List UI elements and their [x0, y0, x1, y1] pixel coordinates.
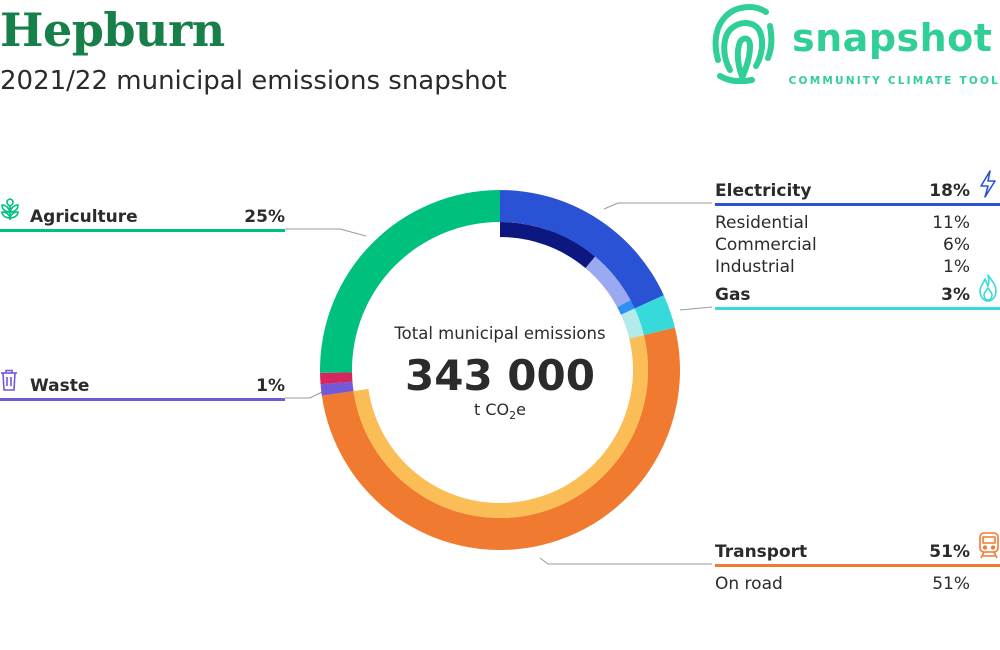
category-name: Transport — [715, 542, 808, 562]
outer-slice-agriculture — [319, 190, 500, 373]
unit-subscript: 2 — [509, 409, 517, 423]
category-percent: 1% — [256, 376, 285, 396]
waste-rule — [0, 398, 285, 401]
outer-slice-waste — [320, 381, 354, 396]
leader-line-gas — [679, 306, 713, 311]
subcategory-name: Commercial — [715, 235, 817, 255]
total-label: Total municipal emissions — [394, 324, 606, 343]
total-value: 343 000 — [405, 351, 595, 400]
logo-tagline: COMMUNITY CLIMATE TOOL — [788, 75, 1000, 87]
inner-slice-residential — [500, 222, 596, 269]
outer-slice-segment-4 — [320, 372, 353, 385]
subcategory-percent: 11% — [932, 213, 970, 233]
outer-slice-transport — [321, 327, 681, 551]
outer-ring — [319, 190, 681, 551]
subcategory-percent: 6% — [943, 235, 970, 255]
outer-slice-electricity — [500, 190, 664, 309]
subcategory-percent: 1% — [943, 257, 970, 277]
category-name: Agriculture — [30, 207, 138, 227]
outer-slice-gas — [634, 295, 675, 336]
electricity-rule — [715, 203, 1000, 206]
inner-slice-industrial — [617, 300, 635, 315]
agriculture-rule — [0, 229, 285, 232]
page-subtitle: 2021/22 municipal emissions snapshot — [0, 66, 507, 96]
total-unit: t CO2e — [380, 400, 620, 422]
snapshot-logo: snapshot COMMUNITY CLIMATE TOOL — [712, 0, 1000, 92]
unit-suffix: e — [516, 400, 526, 419]
category-name: Electricity — [715, 181, 812, 201]
page-title: Hepburn — [0, 3, 225, 57]
lightning-icon — [980, 170, 996, 198]
leader-line-waste — [285, 391, 323, 399]
unit-prefix: t CO — [474, 400, 510, 419]
subcategory-name: Residential — [715, 213, 809, 233]
subcategory-name: On road — [715, 574, 783, 594]
inner-ring — [353, 222, 649, 519]
gas-rule — [715, 307, 1000, 310]
flame-icon — [979, 274, 997, 302]
subcategory-name: Industrial — [715, 257, 795, 277]
inner-slice-gas-sub — [620, 308, 644, 339]
fingerprint-logo-icon — [712, 4, 775, 84]
leader-line-electricity — [603, 202, 712, 210]
logo-wordmark: snapshot — [792, 16, 993, 60]
leader-line-agriculture — [285, 228, 367, 237]
subcategory-percent: 51% — [932, 574, 970, 594]
category-percent: 25% — [244, 207, 285, 227]
leader-line-transport — [539, 557, 712, 565]
category-name: Gas — [715, 285, 751, 305]
trash-icon — [1, 369, 17, 391]
inner-slice-commercial — [585, 256, 631, 308]
category-name: Waste — [30, 376, 90, 396]
leaf-icon — [1, 198, 19, 220]
category-percent: 3% — [941, 285, 970, 305]
category-percent: 51% — [929, 542, 970, 562]
category-percent: 18% — [929, 181, 970, 201]
train-icon — [979, 532, 999, 559]
transport-rule — [715, 564, 1000, 567]
leader-lines — [285, 202, 713, 565]
